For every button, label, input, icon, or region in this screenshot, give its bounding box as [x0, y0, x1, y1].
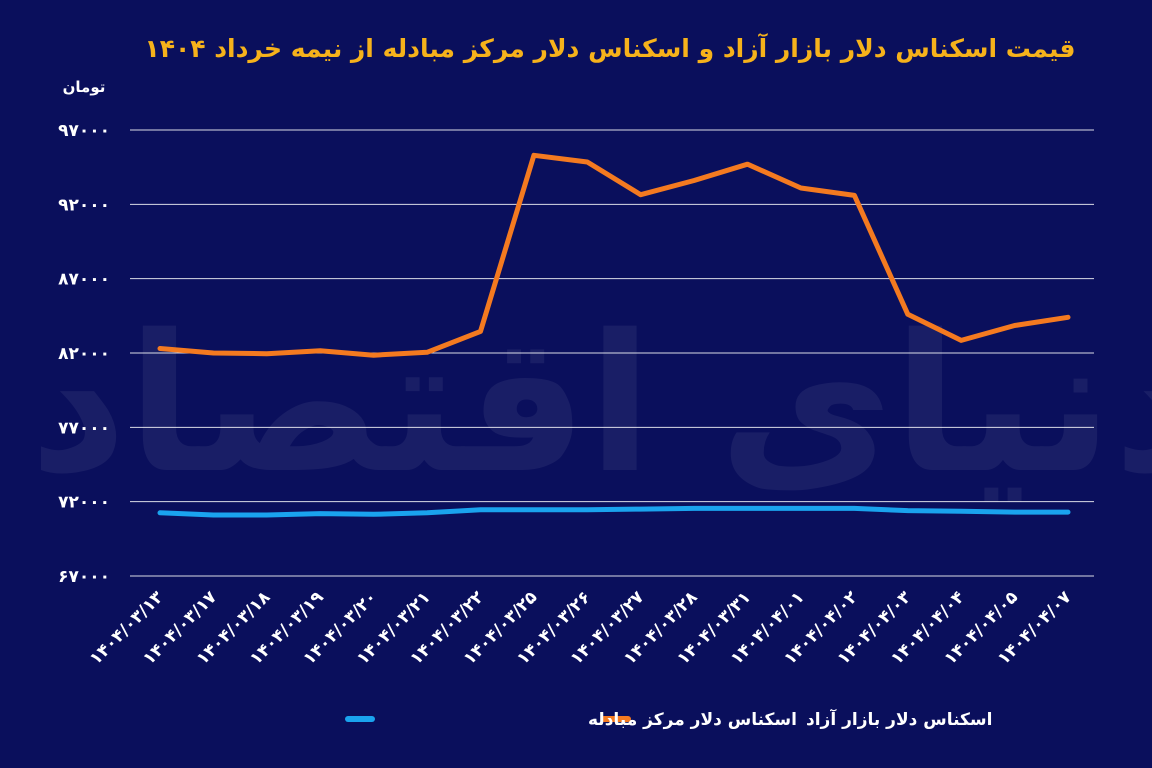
chart-title: قیمت اسکناس دلار بازار آزاد و اسکناس دلا…	[144, 33, 1075, 64]
y-tick-label: ۷۷۰۰۰	[58, 418, 110, 438]
series-lines	[157, 152, 1071, 518]
y-tick-label: ۹۲۰۰۰	[58, 195, 110, 215]
x-axis-ticks: ۱۴۰۴/۰۳/۱۳۱۴۰۴/۰۳/۱۷۱۴۰۴/۰۳/۱۸۱۴۰۴/۰۳/۱۹…	[86, 587, 1076, 669]
y-tick-label: ۸۲۰۰۰	[58, 344, 110, 364]
watermark-text: دنیای اقتصاد	[29, 294, 1152, 515]
y-tick-label: ۶۷۰۰۰	[58, 567, 110, 587]
y-tick-label: ۸۷۰۰۰	[58, 270, 110, 290]
y-tick-label: ۷۲۰۰۰	[58, 493, 110, 513]
series-line-1	[157, 505, 1071, 518]
legend-label-exchange-center: اسکناس دلار مرکز مبادله	[588, 710, 797, 730]
legend: اسکناس دلار بازار آزاد اسکناس دلار مرکز …	[345, 708, 992, 730]
legend-label-free-market: اسکناس دلار بازار آزاد	[806, 708, 992, 730]
y-tick-label: ۹۷۰۰۰	[58, 121, 110, 141]
y-axis-unit: تومان	[63, 78, 106, 96]
series-line-0	[157, 152, 1071, 358]
y-axis-ticks: ۶۷۰۰۰ ۷۲۰۰۰ ۷۷۰۰۰ ۸۲۰۰۰ ۸۷۰۰۰ ۹۲۰۰۰ ۹۷۰۰۰	[58, 121, 110, 587]
